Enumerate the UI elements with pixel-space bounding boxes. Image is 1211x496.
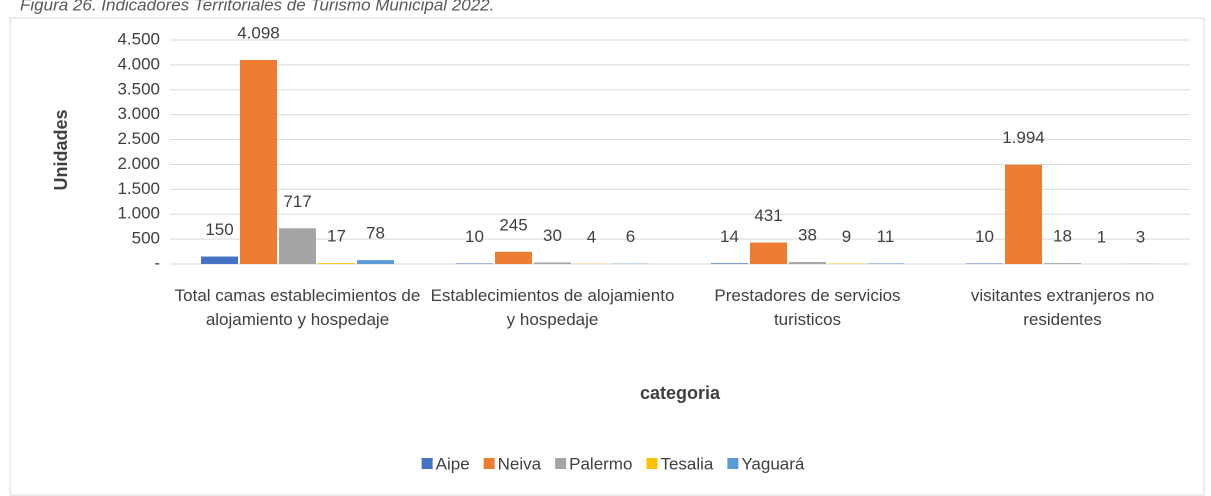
bar (240, 60, 277, 264)
data-label: 14 (720, 227, 739, 246)
data-label: 10 (465, 227, 484, 246)
y-tick-label: 1.000 (117, 204, 160, 223)
x-tick-label: visitantes extranjeros no residentes (970, 286, 1155, 329)
data-label: 4 (587, 227, 596, 246)
data-label: 431 (754, 206, 782, 225)
bar (318, 263, 355, 264)
data-label: 1.994 (1002, 128, 1045, 147)
data-label: 245 (499, 215, 527, 234)
y-tick-label: 2.500 (117, 129, 160, 148)
bar (1044, 263, 1081, 264)
legend-swatch (483, 458, 495, 469)
x-axis-label: categoria (640, 383, 721, 403)
data-label: 18 (1053, 227, 1072, 246)
y-tick-label: 4.000 (117, 54, 160, 73)
legend-label: Neiva (498, 454, 542, 473)
data-label: 6 (626, 227, 635, 246)
bar (867, 263, 904, 264)
x-tick-label: Prestadores de servicios turisticos (714, 286, 901, 329)
data-label: 38 (798, 226, 817, 245)
legend-swatch (421, 458, 433, 469)
data-label: 1 (1097, 227, 1106, 246)
y-tick-label: 4.500 (117, 29, 160, 48)
bar (495, 251, 532, 264)
bar (279, 228, 316, 264)
data-label: 30 (543, 226, 562, 245)
data-label: 9 (842, 227, 851, 246)
legend-label: Yaguará (741, 454, 805, 473)
y-axis-label: Unidades (51, 109, 71, 190)
legend-swatch (555, 458, 567, 469)
y-tick-label: 3.000 (117, 104, 160, 123)
caption: Figura 26. Indicadores Territoriales de … (20, 0, 494, 14)
data-label: 11 (877, 227, 895, 246)
y-tick-label: 2.000 (117, 154, 160, 173)
bar (750, 242, 787, 264)
y-tick-label: 500 (132, 229, 160, 248)
bar (201, 256, 238, 264)
data-label: 4.098 (237, 23, 280, 42)
data-label: 17 (327, 227, 346, 246)
bar (711, 263, 748, 264)
bar (534, 262, 571, 264)
data-label: 150 (205, 220, 233, 239)
bar (789, 262, 826, 264)
legend-label: Aipe (436, 454, 470, 473)
legend-label: Palermo (569, 454, 632, 473)
legend-swatch (727, 458, 739, 469)
legend-label: Tesalia (660, 454, 713, 473)
bar (1005, 164, 1042, 264)
y-tick-label: 3.500 (117, 79, 160, 98)
data-label: 78 (366, 224, 385, 243)
bar (357, 260, 394, 264)
x-tick-label: Establecimientos de alojamiento y hosped… (430, 286, 675, 329)
y-tick-label: - (154, 253, 160, 272)
y-tick-label: 1.500 (117, 179, 160, 198)
data-label: 3 (1136, 227, 1145, 246)
x-tick-label: Total camas establecimientos de alojamie… (174, 286, 421, 329)
data-label: 10 (975, 227, 994, 246)
legend-swatch (646, 458, 658, 469)
data-label: 717 (283, 192, 311, 211)
